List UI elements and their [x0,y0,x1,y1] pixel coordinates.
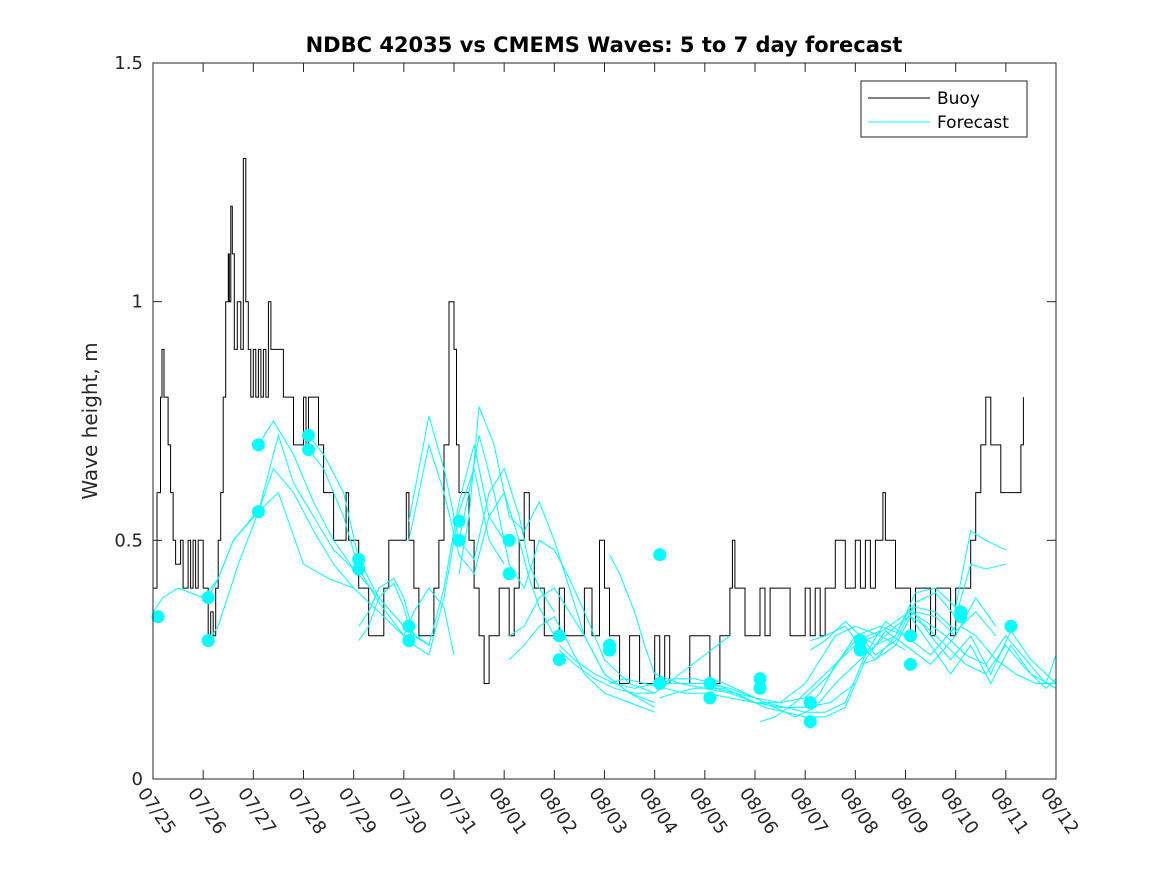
forecast-marker-5 [251,505,265,519]
forecast-line-31 [960,625,1056,684]
x-tick-label: 08/12 [1036,784,1083,839]
x-tick-label: 08/11 [986,784,1033,839]
y-tick-label: 1.5 [114,53,143,74]
forecast-marker-8 [352,552,366,566]
x-tick-label: 07/29 [334,784,381,839]
forecast-marker-10 [402,619,416,633]
forecast-line-27 [860,606,1057,684]
forecast-line-6 [308,449,455,656]
x-tick-label: 07/25 [133,784,180,839]
forecast-marker-12 [452,514,466,528]
x-tick-label: 08/10 [936,784,983,839]
forecast-marker-23 [703,691,717,705]
forecast-marker-30 [904,629,917,643]
y-tick-label: 0 [132,769,143,790]
forecast-marker-25 [753,681,767,695]
forecast-line-11 [458,435,655,694]
forecast-marker-2 [201,591,215,605]
legend: Buoy Forecast [860,80,1028,138]
forecast-line-18 [609,625,906,704]
forecast-marker-21 [653,677,667,690]
forecast-marker-33 [954,610,968,624]
forecast-line-20 [659,625,906,704]
forecast-marker-11 [402,634,416,648]
buoy-series [153,158,1024,684]
x-tick-label: 07/31 [434,784,481,839]
forecast-marker-3 [201,634,215,648]
forecast-marker-14 [502,533,516,547]
y-axis-ticks: 0 0.5 1 1.5 [114,53,1056,790]
forecast-marker-15 [502,567,516,581]
forecast-line-16 [558,635,731,694]
x-tick-label: 07/27 [233,784,280,839]
x-tick-label: 08/08 [835,784,882,839]
forecast-marker-19 [603,643,616,657]
y-tick-label: 1 [132,292,143,313]
forecast-line-7 [358,444,505,647]
forecast-line-2 [207,433,355,598]
x-tick-label: 08/03 [584,784,631,839]
x-tick-label: 07/28 [283,784,330,839]
forecast-line-25 [810,529,1007,661]
forecast-line-15 [558,644,756,699]
forecast-marker-17 [552,653,566,667]
forecast-line-10 [408,442,555,637]
x-tick-label: 07/30 [384,784,431,839]
forecast-line-28 [860,615,1057,689]
legend-forecast-label: Forecast [937,113,1009,133]
forecast-marker-6 [302,428,315,442]
chart-title: NDBC 42035 vs CMEMS Waves: 5 to 7 day fo… [306,33,903,57]
plot-background [153,63,1056,779]
x-tick-label: 08/07 [785,784,832,839]
legend-box [860,80,1028,138]
forecast-line-8 [358,466,505,656]
forecast-marker-1 [151,610,165,624]
forecast-marker-4 [251,438,265,452]
x-tick-label: 08/09 [885,784,932,839]
forecast-marker-24 [753,672,767,686]
forecast-marker-7 [302,443,315,457]
forecast-marker-31 [904,657,917,671]
y-tick-label: 0.5 [114,530,143,551]
forecast-marker-34 [1004,619,1018,633]
x-tick-label: 08/04 [635,784,682,839]
x-tick-label: 08/02 [534,784,581,839]
forecast-marker-20 [653,548,667,562]
forecast-line-14 [508,615,655,713]
forecast-marker-16 [552,629,566,643]
forecast-start-markers [151,428,1018,729]
buoy-line [153,158,1024,684]
forecast-marker-28 [853,634,867,648]
forecast-line-3 [207,467,405,641]
forecast-line-24 [759,606,997,723]
y-axis-label: Wave height, m [78,342,102,499]
x-tick-label: 08/01 [484,784,531,839]
x-tick-label: 08/06 [735,784,782,839]
forecast-marker-13 [452,533,466,547]
forecast-line-29 [910,611,1057,685]
legend-buoy-label: Buoy [937,89,980,109]
forecast-marker-22 [703,677,717,690]
x-tick-label: 08/05 [685,784,732,839]
forecast-marker-29 [853,643,867,657]
forecast-marker-26 [803,696,817,710]
forecast-line-30 [910,616,1057,689]
x-tick-label: 07/26 [183,784,230,839]
forecast-line-13 [508,587,655,708]
forecast-line-26 [809,563,1006,656]
forecast-line-22 [709,630,957,718]
forecast-marker-27 [803,715,817,729]
forecast-marker-9 [352,562,366,576]
